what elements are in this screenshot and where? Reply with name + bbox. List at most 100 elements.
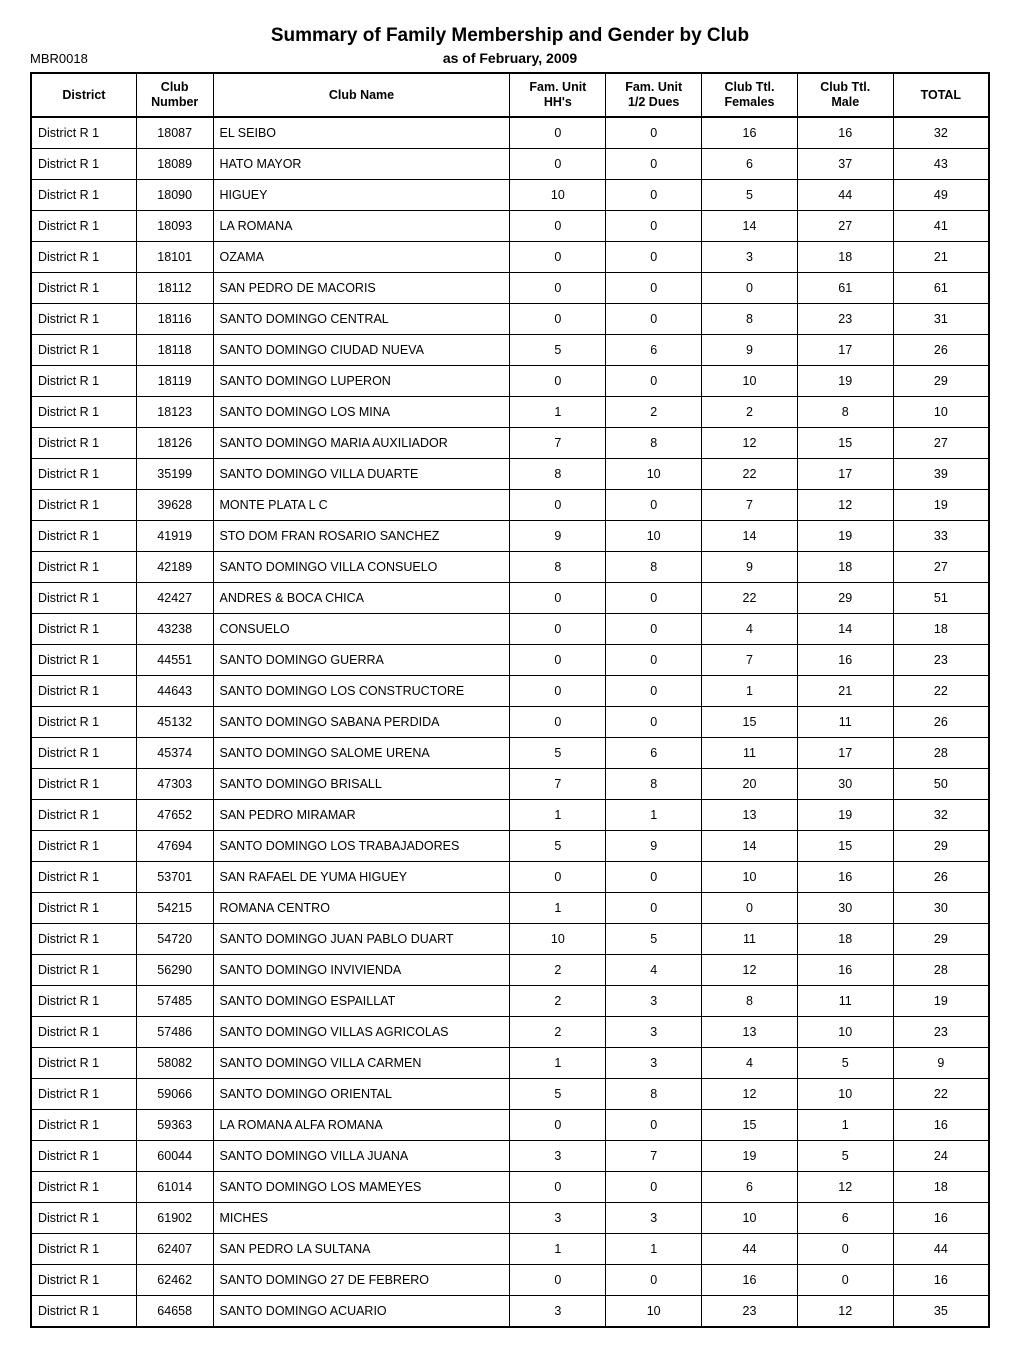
cell-males: 18 xyxy=(797,552,893,583)
cell-males: 19 xyxy=(797,366,893,397)
cell-district: District R 1 xyxy=(31,149,136,180)
cell-females: 0 xyxy=(702,893,798,924)
cell-hhs: 5 xyxy=(510,1079,606,1110)
col-header-district: District xyxy=(31,73,136,117)
cell-females: 7 xyxy=(702,490,798,521)
table-row: District R 147303SANTO DOMINGO BRISALL78… xyxy=(31,769,989,800)
cell-males: 19 xyxy=(797,521,893,552)
cell-halfdues: 7 xyxy=(606,1141,702,1172)
cell-total: 10 xyxy=(893,397,989,428)
cell-name: SAN PEDRO MIRAMAR xyxy=(213,800,510,831)
cell-hhs: 7 xyxy=(510,769,606,800)
cell-females: 12 xyxy=(702,1079,798,1110)
table-row: District R 118119SANTO DOMINGO LUPERON00… xyxy=(31,366,989,397)
cell-number: 53701 xyxy=(136,862,213,893)
table-row: District R 118116SANTO DOMINGO CENTRAL00… xyxy=(31,304,989,335)
cell-males: 17 xyxy=(797,335,893,366)
cell-name: SANTO DOMINGO VILLA CARMEN xyxy=(213,1048,510,1079)
cell-females: 10 xyxy=(702,366,798,397)
cell-halfdues: 4 xyxy=(606,955,702,986)
cell-total: 31 xyxy=(893,304,989,335)
table-row: District R 118093LA ROMANA00142741 xyxy=(31,211,989,242)
cell-district: District R 1 xyxy=(31,614,136,645)
cell-hhs: 5 xyxy=(510,831,606,862)
cell-name: STO DOM FRAN ROSARIO SANCHEZ xyxy=(213,521,510,552)
cell-total: 51 xyxy=(893,583,989,614)
cell-number: 59066 xyxy=(136,1079,213,1110)
cell-name: EL SEIBO xyxy=(213,117,510,149)
cell-name: SANTO DOMINGO BRISALL xyxy=(213,769,510,800)
cell-total: 44 xyxy=(893,1234,989,1265)
cell-total: 24 xyxy=(893,1141,989,1172)
cell-name: ANDRES & BOCA CHICA xyxy=(213,583,510,614)
table-row: District R 162462SANTO DOMINGO 27 DE FEB… xyxy=(31,1265,989,1296)
cell-females: 8 xyxy=(702,986,798,1017)
table-row: District R 157486SANTO DOMINGO VILLAS AG… xyxy=(31,1017,989,1048)
cell-number: 18112 xyxy=(136,273,213,304)
cell-halfdues: 6 xyxy=(606,738,702,769)
cell-males: 17 xyxy=(797,738,893,769)
cell-name: SAN PEDRO LA SULTANA xyxy=(213,1234,510,1265)
cell-halfdues: 10 xyxy=(606,521,702,552)
cell-halfdues: 0 xyxy=(606,893,702,924)
cell-number: 18123 xyxy=(136,397,213,428)
cell-total: 32 xyxy=(893,117,989,149)
cell-males: 16 xyxy=(797,117,893,149)
cell-total: 39 xyxy=(893,459,989,490)
cell-hhs: 7 xyxy=(510,428,606,459)
cell-halfdues: 0 xyxy=(606,583,702,614)
cell-halfdues: 0 xyxy=(606,180,702,211)
table-row: District R 154215ROMANA CENTRO1003030 xyxy=(31,893,989,924)
cell-males: 30 xyxy=(797,769,893,800)
cell-total: 18 xyxy=(893,614,989,645)
cell-halfdues: 0 xyxy=(606,1172,702,1203)
cell-district: District R 1 xyxy=(31,180,136,211)
cell-hhs: 8 xyxy=(510,552,606,583)
table-row: District R 145132SANTO DOMINGO SABANA PE… xyxy=(31,707,989,738)
table-row: District R 144551SANTO DOMINGO GUERRA007… xyxy=(31,645,989,676)
cell-name: SANTO DOMINGO ACUARIO xyxy=(213,1296,510,1328)
cell-females: 14 xyxy=(702,831,798,862)
cell-females: 3 xyxy=(702,242,798,273)
table-row: District R 118087EL SEIBO00161632 xyxy=(31,117,989,149)
cell-females: 22 xyxy=(702,583,798,614)
cell-name: CONSUELO xyxy=(213,614,510,645)
cell-number: 18093 xyxy=(136,211,213,242)
report-title: Summary of Family Membership and Gender … xyxy=(30,25,990,47)
cell-females: 10 xyxy=(702,1203,798,1234)
cell-females: 9 xyxy=(702,335,798,366)
cell-males: 15 xyxy=(797,428,893,459)
cell-name: SANTO DOMINGO VILLA CONSUELO xyxy=(213,552,510,583)
cell-males: 12 xyxy=(797,1296,893,1328)
cell-total: 29 xyxy=(893,924,989,955)
cell-district: District R 1 xyxy=(31,211,136,242)
cell-hhs: 0 xyxy=(510,117,606,149)
cell-number: 35199 xyxy=(136,459,213,490)
cell-hhs: 0 xyxy=(510,273,606,304)
cell-name: SANTO DOMINGO LOS CONSTRUCTORE xyxy=(213,676,510,707)
cell-name: SANTO DOMINGO SABANA PERDIDA xyxy=(213,707,510,738)
cell-halfdues: 6 xyxy=(606,335,702,366)
cell-district: District R 1 xyxy=(31,117,136,149)
cell-females: 10 xyxy=(702,862,798,893)
cell-district: District R 1 xyxy=(31,769,136,800)
cell-name: SANTO DOMINGO CENTRAL xyxy=(213,304,510,335)
cell-district: District R 1 xyxy=(31,304,136,335)
cell-district: District R 1 xyxy=(31,1234,136,1265)
cell-males: 0 xyxy=(797,1265,893,1296)
table-row: District R 161014SANTO DOMINGO LOS MAMEY… xyxy=(31,1172,989,1203)
cell-halfdues: 5 xyxy=(606,924,702,955)
cell-total: 16 xyxy=(893,1265,989,1296)
cell-halfdues: 2 xyxy=(606,397,702,428)
cell-number: 61902 xyxy=(136,1203,213,1234)
cell-males: 19 xyxy=(797,800,893,831)
cell-males: 1 xyxy=(797,1110,893,1141)
cell-name: SANTO DOMINGO GUERRA xyxy=(213,645,510,676)
cell-males: 5 xyxy=(797,1048,893,1079)
cell-name: SAN PEDRO DE MACORIS xyxy=(213,273,510,304)
cell-name: SANTO DOMINGO CIUDAD NUEVA xyxy=(213,335,510,366)
cell-name: SAN RAFAEL DE YUMA HIGUEY xyxy=(213,862,510,893)
table-row: District R 157485SANTO DOMINGO ESPAILLAT… xyxy=(31,986,989,1017)
cell-halfdues: 0 xyxy=(606,366,702,397)
cell-number: 61014 xyxy=(136,1172,213,1203)
